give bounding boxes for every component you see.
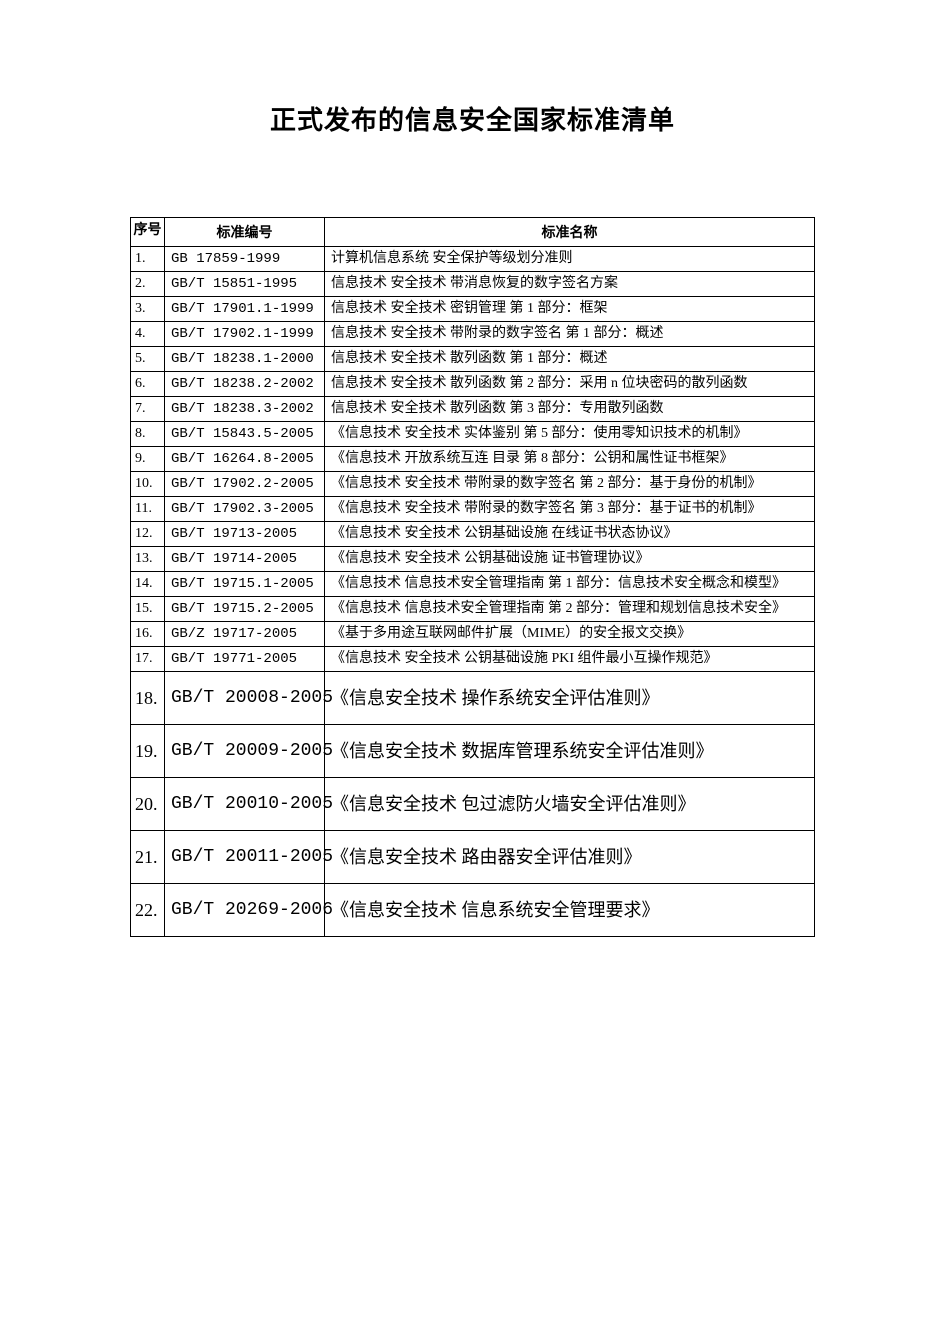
table-row: 16.GB/Z 19717-2005《基于多用途互联网邮件扩展（MIME）的安全… — [131, 622, 815, 647]
cell-seq: 13. — [131, 547, 165, 572]
cell-code: GB/T 20269-2006 — [165, 884, 325, 937]
cell-seq: 11. — [131, 497, 165, 522]
table-row: 9.GB/T 16264.8-2005《信息技术 开放系统互连 目录 第 8 部… — [131, 447, 815, 472]
cell-seq: 6. — [131, 372, 165, 397]
table-row: 19.GB/T 20009-2005《信息安全技术 数据库管理系统安全评估准则》 — [131, 725, 815, 778]
cell-code: GB/T 15851-1995 — [165, 272, 325, 297]
cell-seq: 22. — [131, 884, 165, 937]
cell-name: 《信息安全技术 包过滤防火墙安全评估准则》 — [325, 778, 815, 831]
table-row: 11.GB/T 17902.3-2005《信息技术 安全技术 带附录的数字签名 … — [131, 497, 815, 522]
cell-seq: 17. — [131, 647, 165, 672]
cell-name: 《信息安全技术 数据库管理系统安全评估准则》 — [325, 725, 815, 778]
cell-code: GB/T 20011-2005 — [165, 831, 325, 884]
cell-code: GB/T 18238.3-2002 — [165, 397, 325, 422]
table-row: 1.GB 17859-1999计算机信息系统 安全保护等级划分准则 — [131, 247, 815, 272]
cell-name: 《信息技术 信息技术安全管理指南 第 2 部分：管理和规划信息技术安全》 — [325, 597, 815, 622]
cell-seq: 10. — [131, 472, 165, 497]
cell-name: 信息技术 安全技术 散列函数 第 3 部分：专用散列函数 — [325, 397, 815, 422]
table-row: 2.GB/T 15851-1995信息技术 安全技术 带消息恢复的数字签名方案 — [131, 272, 815, 297]
cell-code: GB/T 19771-2005 — [165, 647, 325, 672]
table-row: 20.GB/T 20010-2005《信息安全技术 包过滤防火墙安全评估准则》 — [131, 778, 815, 831]
cell-code: GB/T 19714-2005 — [165, 547, 325, 572]
cell-seq: 4. — [131, 322, 165, 347]
cell-seq: 2. — [131, 272, 165, 297]
table-row: 3.GB/T 17901.1-1999信息技术 安全技术 密钥管理 第 1 部分… — [131, 297, 815, 322]
cell-name: 信息技术 安全技术 散列函数 第 2 部分：采用 n 位块密码的散列函数 — [325, 372, 815, 397]
cell-code: GB/T 19715.2-2005 — [165, 597, 325, 622]
table-row: 10.GB/T 17902.2-2005《信息技术 安全技术 带附录的数字签名 … — [131, 472, 815, 497]
cell-seq: 20. — [131, 778, 165, 831]
cell-seq: 1. — [131, 247, 165, 272]
table-row: 6.GB/T 18238.2-2002信息技术 安全技术 散列函数 第 2 部分… — [131, 372, 815, 397]
standards-table: 序号 标准编号 标准名称 1.GB 17859-1999计算机信息系统 安全保护… — [130, 217, 815, 937]
cell-name: 《信息技术 安全技术 带附录的数字签名 第 3 部分：基于证书的机制》 — [325, 497, 815, 522]
cell-code: GB/T 15843.5-2005 — [165, 422, 325, 447]
cell-seq: 3. — [131, 297, 165, 322]
cell-code: GB/Z 19717-2005 — [165, 622, 325, 647]
table-row: 17.GB/T 19771-2005《信息技术 安全技术 公钥基础设施 PKI … — [131, 647, 815, 672]
table-header-row: 序号 标准编号 标准名称 — [131, 218, 815, 247]
table-row: 21.GB/T 20011-2005《信息安全技术 路由器安全评估准则》 — [131, 831, 815, 884]
cell-code: GB/T 17901.1-1999 — [165, 297, 325, 322]
cell-name: 《信息技术 安全技术 公钥基础设施 PKI 组件最小互操作规范》 — [325, 647, 815, 672]
table-row: 13.GB/T 19714-2005《信息技术 安全技术 公钥基础设施 证书管理… — [131, 547, 815, 572]
cell-name: 《信息技术 开放系统互连 目录 第 8 部分：公钥和属性证书框架》 — [325, 447, 815, 472]
table-row: 5.GB/T 18238.1-2000信息技术 安全技术 散列函数 第 1 部分… — [131, 347, 815, 372]
cell-name: 信息技术 安全技术 带消息恢复的数字签名方案 — [325, 272, 815, 297]
cell-seq: 21. — [131, 831, 165, 884]
cell-code: GB/T 16264.8-2005 — [165, 447, 325, 472]
cell-code: GB/T 19713-2005 — [165, 522, 325, 547]
cell-name: 《信息安全技术 信息系统安全管理要求》 — [325, 884, 815, 937]
table-row: 18.GB/T 20008-2005《信息安全技术 操作系统安全评估准则》 — [131, 672, 815, 725]
cell-seq: 12. — [131, 522, 165, 547]
cell-name: 《信息技术 安全技术 公钥基础设施 证书管理协议》 — [325, 547, 815, 572]
cell-code: GB/T 20010-2005 — [165, 778, 325, 831]
cell-code: GB/T 18238.2-2002 — [165, 372, 325, 397]
table-row: 15.GB/T 19715.2-2005《信息技术 信息技术安全管理指南 第 2… — [131, 597, 815, 622]
cell-code: GB/T 18238.1-2000 — [165, 347, 325, 372]
table-row: 4.GB/T 17902.1-1999信息技术 安全技术 带附录的数字签名 第 … — [131, 322, 815, 347]
cell-code: GB/T 19715.1-2005 — [165, 572, 325, 597]
cell-seq: 15. — [131, 597, 165, 622]
cell-name: 计算机信息系统 安全保护等级划分准则 — [325, 247, 815, 272]
table-row: 7.GB/T 18238.3-2002信息技术 安全技术 散列函数 第 3 部分… — [131, 397, 815, 422]
cell-code: GB/T 20009-2005 — [165, 725, 325, 778]
cell-code: GB/T 17902.1-1999 — [165, 322, 325, 347]
cell-code: GB 17859-1999 — [165, 247, 325, 272]
cell-name: 《信息技术 信息技术安全管理指南 第 1 部分：信息技术安全概念和模型》 — [325, 572, 815, 597]
col-header-seq: 序号 — [131, 218, 165, 247]
table-row: 12.GB/T 19713-2005《信息技术 安全技术 公钥基础设施 在线证书… — [131, 522, 815, 547]
cell-name: 《信息技术 安全技术 公钥基础设施 在线证书状态协议》 — [325, 522, 815, 547]
col-header-name: 标准名称 — [325, 218, 815, 247]
cell-name: 信息技术 安全技术 带附录的数字签名 第 1 部分：概述 — [325, 322, 815, 347]
cell-name: 《基于多用途互联网邮件扩展（MIME）的安全报文交换》 — [325, 622, 815, 647]
cell-code: GB/T 17902.2-2005 — [165, 472, 325, 497]
cell-seq: 8. — [131, 422, 165, 447]
cell-seq: 18. — [131, 672, 165, 725]
cell-name: 《信息安全技术 路由器安全评估准则》 — [325, 831, 815, 884]
cell-seq: 14. — [131, 572, 165, 597]
cell-seq: 9. — [131, 447, 165, 472]
cell-name: 信息技术 安全技术 散列函数 第 1 部分：概述 — [325, 347, 815, 372]
cell-seq: 7. — [131, 397, 165, 422]
cell-code: GB/T 20008-2005 — [165, 672, 325, 725]
table-body: 1.GB 17859-1999计算机信息系统 安全保护等级划分准则2.GB/T … — [131, 247, 815, 937]
cell-seq: 16. — [131, 622, 165, 647]
cell-seq: 5. — [131, 347, 165, 372]
cell-name: 《信息技术 安全技术 带附录的数字签名 第 2 部分：基于身份的机制》 — [325, 472, 815, 497]
cell-name: 信息技术 安全技术 密钥管理 第 1 部分：框架 — [325, 297, 815, 322]
table-row: 22.GB/T 20269-2006《信息安全技术 信息系统安全管理要求》 — [131, 884, 815, 937]
table-row: 8.GB/T 15843.5-2005《信息技术 安全技术 实体鉴别 第 5 部… — [131, 422, 815, 447]
cell-name: 《信息技术 安全技术 实体鉴别 第 5 部分：使用零知识技术的机制》 — [325, 422, 815, 447]
col-header-code: 标准编号 — [165, 218, 325, 247]
cell-name: 《信息安全技术 操作系统安全评估准则》 — [325, 672, 815, 725]
page-title: 正式发布的信息安全国家标准清单 — [130, 100, 815, 137]
page: 正式发布的信息安全国家标准清单 序号 标准编号 标准名称 1.GB 17859-… — [0, 0, 945, 1337]
cell-seq: 19. — [131, 725, 165, 778]
cell-code: GB/T 17902.3-2005 — [165, 497, 325, 522]
table-row: 14.GB/T 19715.1-2005《信息技术 信息技术安全管理指南 第 1… — [131, 572, 815, 597]
